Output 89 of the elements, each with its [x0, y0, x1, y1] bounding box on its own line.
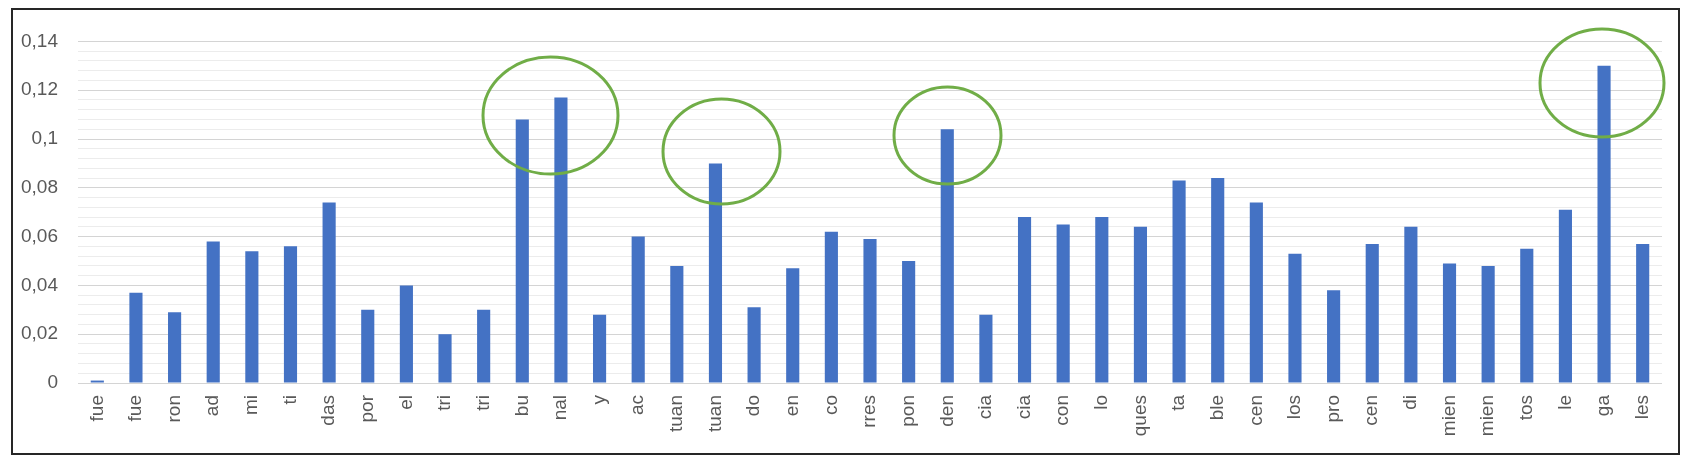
x-tick-label: ron — [162, 395, 184, 423]
x-tick-label: tuan — [665, 395, 687, 432]
bar — [1172, 180, 1186, 383]
x-tick-label: das — [317, 395, 339, 426]
bar — [283, 246, 298, 383]
x-tick-label: cen — [1244, 395, 1266, 426]
x-tick-label: rres — [858, 395, 880, 428]
bar — [1442, 263, 1457, 383]
x-tick-label: y — [587, 394, 609, 405]
x-tick-label: el — [394, 395, 416, 410]
bar — [631, 236, 645, 383]
bar — [554, 97, 568, 383]
x-tick-label: cen — [1360, 395, 1382, 426]
x-tick-label: tos — [1515, 395, 1537, 421]
bar — [863, 239, 877, 383]
bar — [1404, 226, 1418, 383]
x-tick-label: lo — [1090, 395, 1112, 410]
y-tick-label: 0,1 — [31, 127, 58, 149]
x-tick-label: tuan — [703, 395, 725, 432]
x-tick-label: ques — [1128, 395, 1150, 437]
y-tick-label: 0,08 — [21, 176, 58, 198]
bar — [1211, 178, 1225, 383]
y-tick-label: 0,14 — [21, 29, 59, 51]
bar — [515, 119, 529, 383]
x-tick-label: ta — [1167, 394, 1189, 411]
bar — [902, 261, 916, 383]
bar — [1288, 253, 1302, 383]
bar — [1017, 217, 1032, 383]
bar — [1249, 202, 1263, 383]
x-tick-label: bu — [510, 395, 532, 417]
bar — [979, 314, 993, 383]
x-tick-label: tri — [471, 395, 493, 411]
x-tick-label: ac — [626, 395, 648, 416]
x-tick-label: fue — [124, 395, 146, 422]
x-tick-label: mien — [1437, 395, 1459, 437]
bar — [592, 314, 607, 383]
x-tick-label: pon — [896, 395, 918, 427]
y-tick-label: 0 — [47, 371, 58, 393]
x-tick-label: ga — [1592, 394, 1614, 417]
x-tick-label: con — [1051, 395, 1073, 426]
bar — [747, 307, 761, 383]
x-tick-label: en — [780, 395, 802, 417]
x-tick-label: le — [1553, 395, 1575, 410]
y-tick-label: 0,04 — [21, 273, 59, 295]
bar — [824, 231, 838, 383]
bar — [786, 268, 800, 383]
x-tick-label: ble — [1205, 395, 1227, 421]
y-tick-label: 0,02 — [21, 322, 58, 344]
bar — [1597, 65, 1611, 383]
x-tick-label: los — [1283, 395, 1305, 420]
x-tick-label: cia — [974, 394, 996, 420]
x-tick-label: pro — [1321, 395, 1343, 423]
bar — [1481, 265, 1495, 383]
bar — [168, 312, 182, 383]
x-tick-label: cia — [1012, 394, 1034, 420]
bar — [438, 334, 452, 383]
bar — [1056, 224, 1070, 383]
bar — [1558, 209, 1572, 383]
x-tick-label: di — [1399, 395, 1421, 410]
bar — [206, 241, 220, 383]
x-tick-label: ti — [278, 395, 300, 405]
bar — [940, 129, 954, 383]
x-tick-label: ad — [201, 395, 223, 417]
x-tick-label: den — [935, 395, 957, 427]
bar — [1133, 226, 1148, 383]
bar — [322, 202, 336, 383]
bar — [361, 309, 375, 383]
x-tick-label: por — [355, 394, 377, 423]
x-tick-label: co — [819, 395, 841, 416]
bar — [1327, 290, 1341, 383]
x-tick-label: mi — [240, 395, 262, 416]
bar — [399, 285, 413, 383]
bar — [708, 163, 723, 383]
y-tick-label: 0,06 — [21, 224, 58, 246]
x-tick-label: fue — [85, 395, 107, 422]
bar — [1095, 217, 1109, 383]
bar — [129, 292, 143, 383]
x-tick-label: tri — [433, 395, 455, 411]
x-tick-label: do — [742, 395, 764, 417]
bar — [477, 309, 491, 383]
x-tick-label: mien — [1476, 395, 1498, 437]
bar — [1365, 243, 1379, 383]
bar — [1520, 248, 1534, 383]
bar — [245, 251, 259, 383]
y-tick-label: 0,12 — [21, 78, 58, 100]
x-tick-label: les — [1630, 395, 1652, 420]
bar — [670, 265, 684, 383]
bar — [1636, 243, 1650, 383]
x-tick-label: nal — [549, 395, 571, 421]
